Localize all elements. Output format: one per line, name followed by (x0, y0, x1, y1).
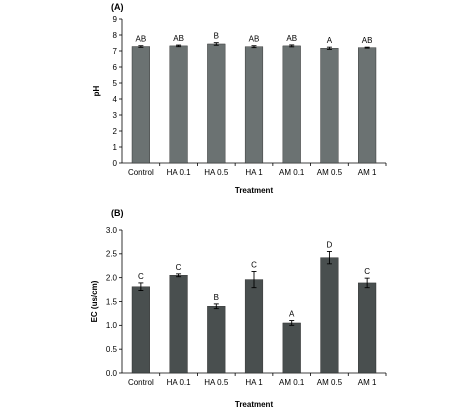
significance-label: AB (173, 34, 184, 43)
bar (358, 282, 377, 374)
x-axis-title: Treatment (235, 400, 274, 409)
chart-panel-b: (B) 0.0 0.5 1.0 1.5 2.0 2.5 3.0 C Control C HA 0.1 B… (90, 208, 387, 409)
y-tick-label: 6 (113, 63, 118, 72)
chart-panel-a: (A) 0 1 2 3 4 5 6 7 8 9 AB Control AB HA 0.1 B HA 0.5 AB H… (92, 2, 387, 195)
significance-label: A (327, 36, 333, 45)
significance-label: B (214, 293, 219, 302)
significance-label: AB (286, 34, 297, 43)
bar (131, 286, 150, 374)
bar (207, 306, 226, 374)
significance-label: C (251, 260, 257, 269)
y-tick-label: 7 (113, 47, 118, 56)
y-tick-label: 2.5 (106, 250, 118, 259)
bar (244, 279, 264, 374)
x-tick-label: AM 1 (358, 378, 377, 387)
y-tick-label: 1.0 (106, 321, 118, 330)
y-tick-label: 0.0 (106, 369, 118, 378)
y-tick-label: 3 (113, 111, 118, 120)
x-tick-label: HA 0.1 (167, 168, 192, 177)
bar (131, 46, 150, 164)
bar (282, 45, 301, 164)
bar (358, 47, 377, 164)
significance-label: C (176, 263, 182, 272)
x-tick-label: AM 0.5 (317, 168, 343, 177)
bar (282, 322, 301, 374)
bar (244, 46, 264, 164)
x-tick-label: HA 0.5 (204, 378, 229, 387)
y-tick-label: 2.0 (106, 273, 118, 282)
x-tick-label: Control (128, 378, 154, 387)
x-axis-title: Treatment (235, 186, 274, 195)
y-tick-label: 0.5 (106, 345, 118, 354)
significance-label: C (138, 272, 144, 281)
x-tick-label: AM 0.1 (279, 168, 305, 177)
significance-label: C (364, 267, 370, 276)
bar (320, 257, 339, 374)
x-tick-label: HA 1 (245, 378, 263, 387)
significance-label: AB (136, 35, 147, 44)
x-tick-label: AM 0.1 (279, 378, 305, 387)
significance-label: D (327, 240, 333, 249)
bar (169, 45, 188, 164)
bar (169, 275, 188, 374)
x-tick-label: Control (128, 168, 154, 177)
x-tick-label: AM 0.5 (317, 378, 343, 387)
significance-label: AB (249, 35, 260, 44)
y-tick-label: 2 (113, 127, 118, 136)
y-tick-label: 0 (113, 159, 118, 168)
significance-label: AB (362, 36, 373, 45)
bar (207, 43, 226, 164)
y-tick-label: 3.0 (106, 226, 118, 235)
x-tick-label: HA 0.5 (204, 168, 229, 177)
y-tick-label: 8 (113, 31, 118, 40)
panel-label: (B) (111, 208, 124, 218)
y-tick-label: 9 (113, 15, 118, 24)
panel-label: (A) (111, 2, 124, 12)
y-axis-title: pH (92, 85, 101, 96)
x-tick-label: HA 1 (245, 168, 263, 177)
x-tick-label: AM 1 (358, 168, 377, 177)
y-tick-label: 1 (113, 143, 118, 152)
significance-label: A (289, 310, 295, 319)
x-tick-label: HA 0.1 (167, 378, 192, 387)
y-axis-title: EC (us/cm) (90, 280, 99, 322)
y-tick-label: 1.5 (106, 297, 118, 306)
significance-label: B (214, 32, 219, 41)
y-tick-label: 4 (113, 95, 118, 104)
bar (320, 48, 339, 164)
y-tick-label: 5 (113, 79, 118, 88)
